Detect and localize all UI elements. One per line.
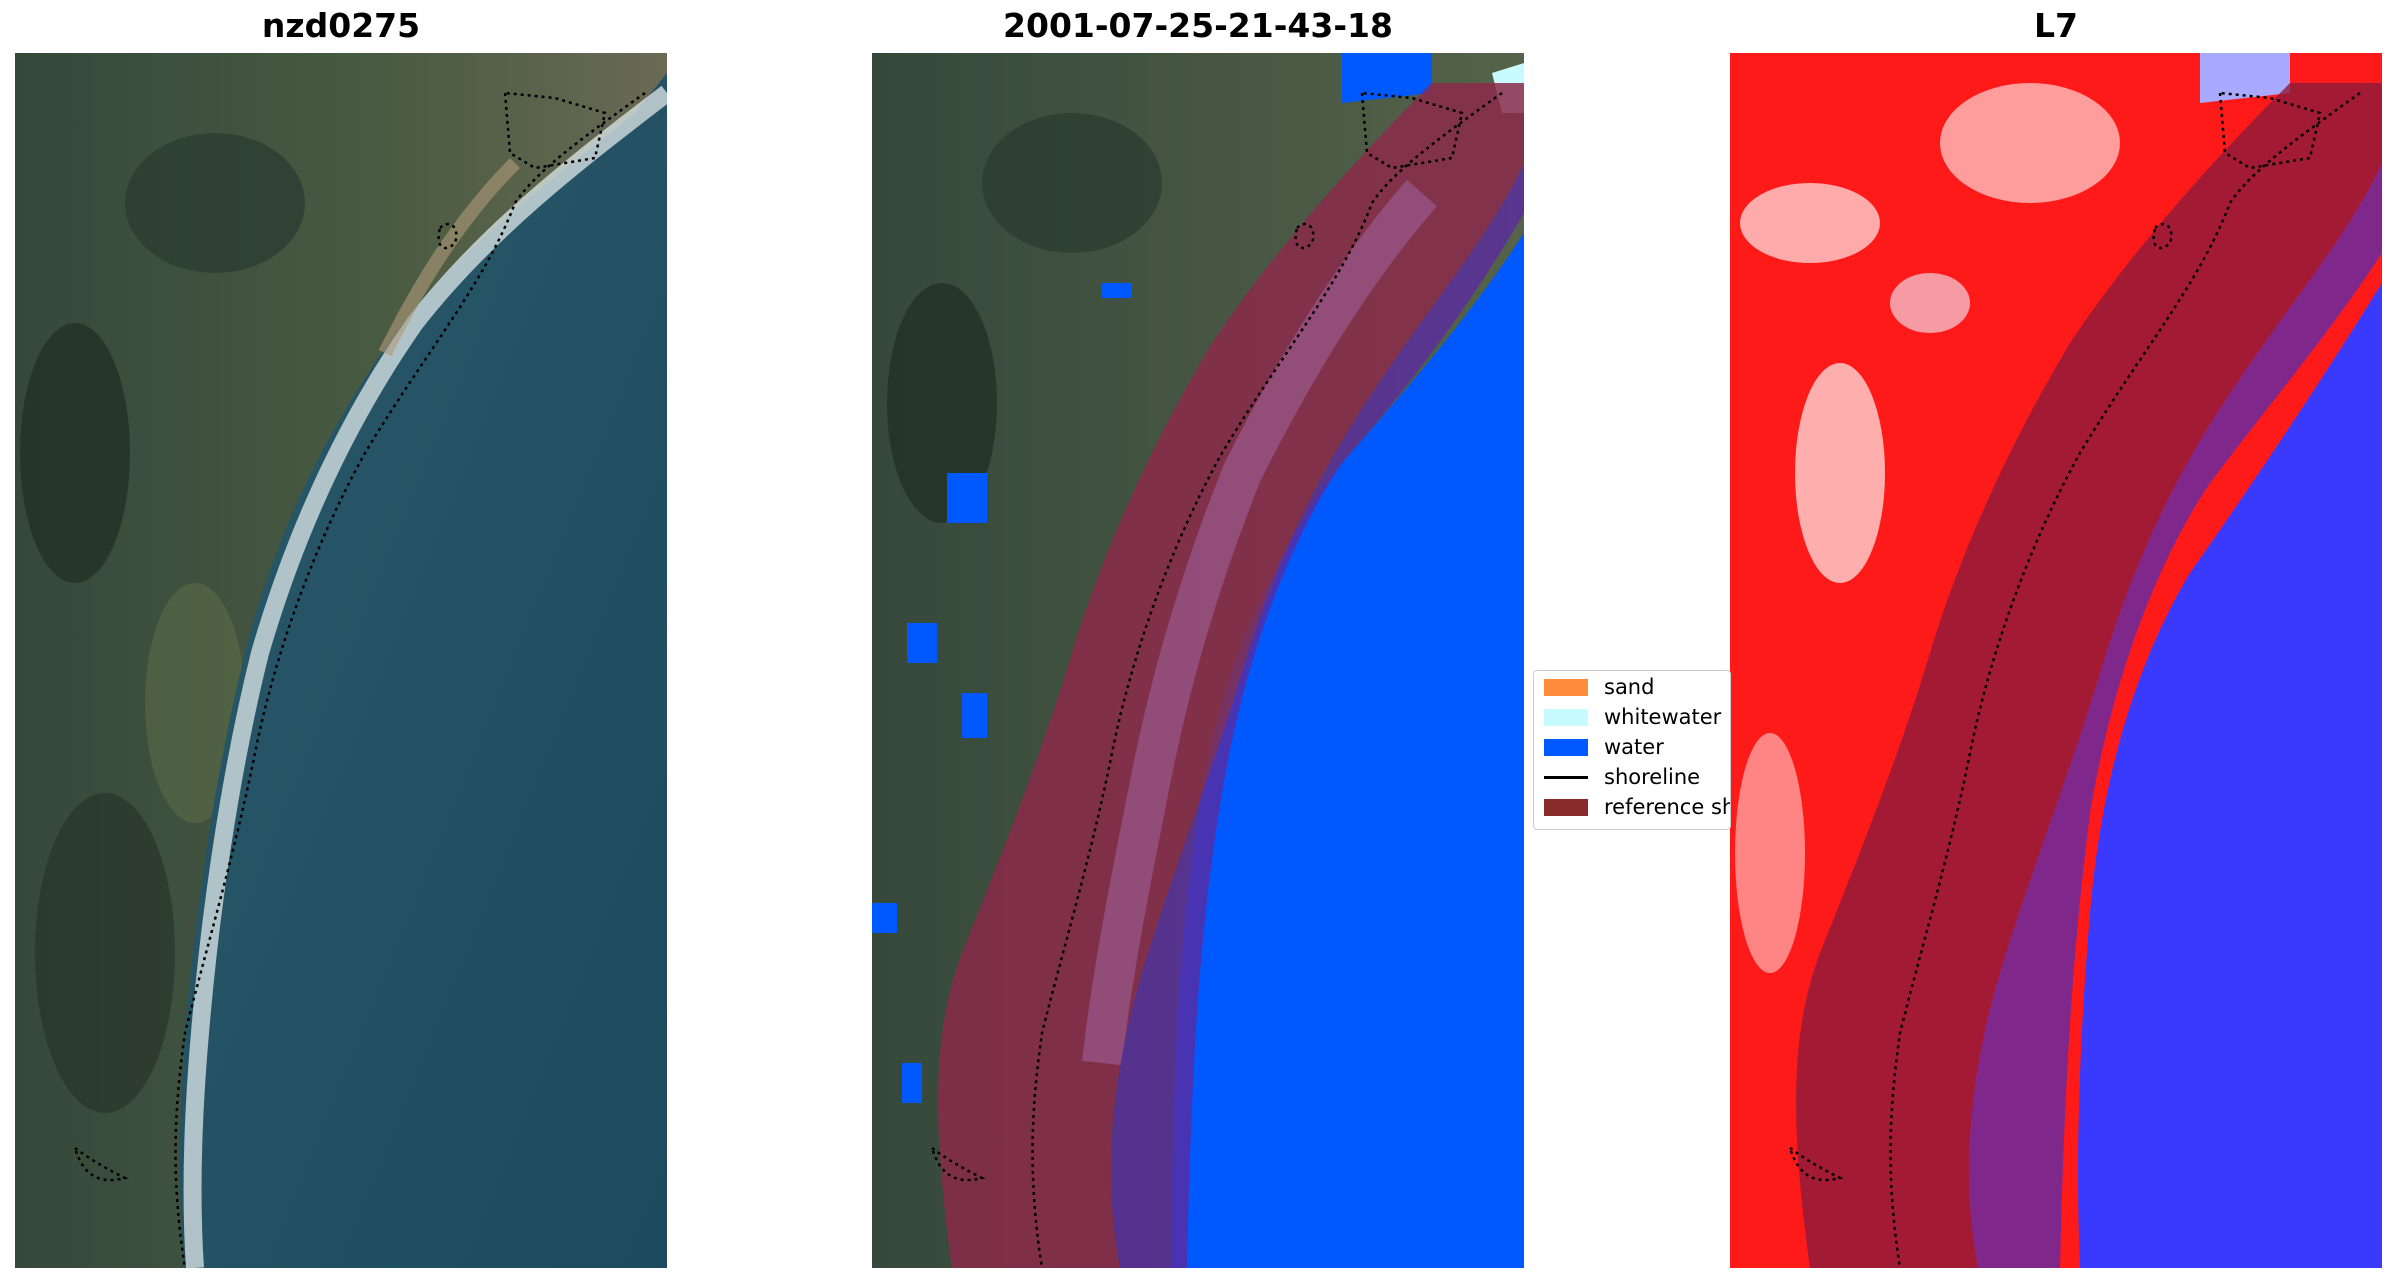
legend-line-shoreline xyxy=(1544,775,1588,779)
legend-label: water xyxy=(1604,735,1664,759)
legend-label: whitewater xyxy=(1604,705,1722,729)
classified-image xyxy=(872,53,1524,1268)
legend-label: reference sh xyxy=(1604,795,1731,819)
legend-swatch-reference xyxy=(1544,798,1588,816)
panel-title-rgb: nzd0275 xyxy=(261,6,421,45)
panel-title-index: L7 xyxy=(2034,6,2078,45)
legend-item-shoreline: shoreline xyxy=(1544,763,1700,791)
legend: sand whitewater water shoreline referenc… xyxy=(1533,670,1731,830)
legend-item-whitewater: whitewater xyxy=(1544,703,1721,731)
legend-swatch-water xyxy=(1544,738,1588,756)
index-image-panel xyxy=(1730,53,2382,1268)
legend-swatch-whitewater xyxy=(1544,708,1588,726)
legend-swatch-sand xyxy=(1544,678,1588,696)
legend-label: sand xyxy=(1604,675,1655,699)
rgb-satellite-image xyxy=(15,53,667,1268)
legend-item-water: water xyxy=(1544,733,1664,761)
legend-label: shoreline xyxy=(1604,765,1701,789)
index-image xyxy=(1730,53,2382,1268)
rgb-image-panel xyxy=(15,53,667,1268)
legend-item-reference: reference sh xyxy=(1544,793,1731,821)
legend-item-sand: sand xyxy=(1544,673,1654,701)
classified-image-panel xyxy=(872,53,1524,1268)
panel-title-classified: 2001-07-25-21-43-18 xyxy=(1003,6,1393,45)
